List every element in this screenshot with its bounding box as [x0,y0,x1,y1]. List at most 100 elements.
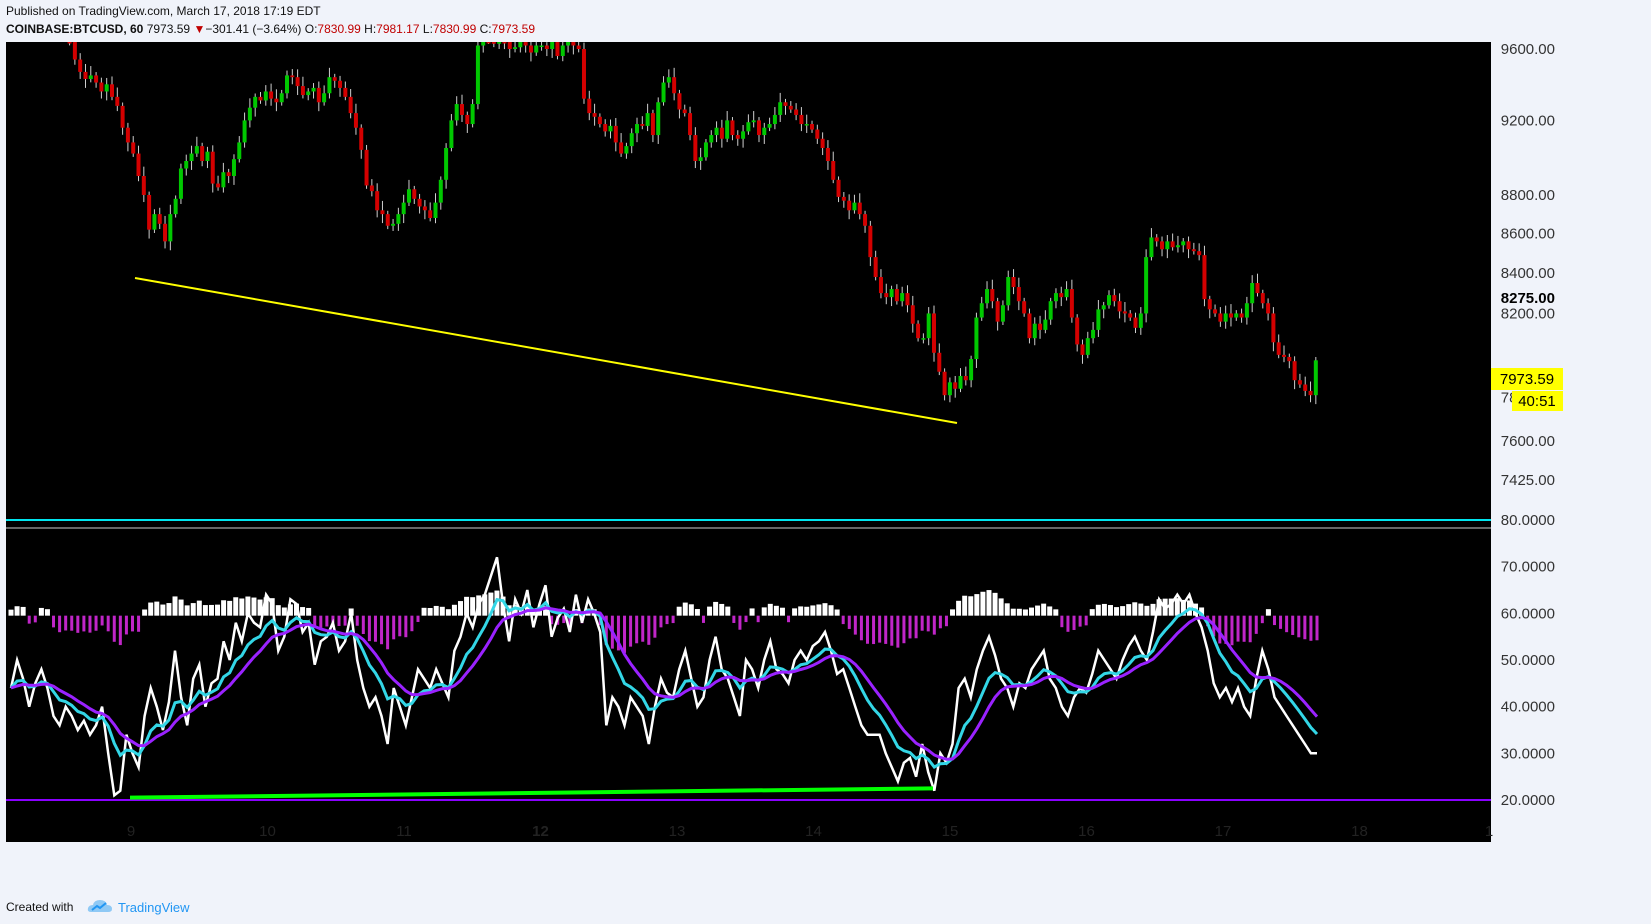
candle-down [894,289,899,302]
histogram-bar-positive [767,603,773,616]
candle-up [168,214,173,242]
histogram-bar-positive [962,595,968,616]
histogram-bar-positive [464,596,470,616]
histogram-bar-positive [1047,606,1053,616]
time-tick-label: 18 [1351,823,1368,840]
histogram-bar-negative [88,615,92,633]
histogram-bar-positive [822,603,828,616]
histogram-bar-positive [1138,603,1144,616]
candle-down [825,147,830,162]
candle-up [656,102,661,136]
candle-down [110,84,115,97]
candle-down [332,77,337,81]
candle-up [497,42,502,44]
tradingview-cloud-icon[interactable] [87,897,113,915]
candle-up [263,91,268,101]
candle-down [815,129,820,139]
candle-down [131,142,136,154]
candle-down [274,98,279,103]
histogram-bar-negative [1242,615,1246,642]
histogram-bar-negative [1078,615,1082,627]
oscillator-trendline[interactable] [129,786,934,800]
candle-up [550,42,555,49]
histogram-bar-positive [1029,607,1035,616]
price-tick-label: 7425.00 [1501,472,1555,489]
time-tick-label: 12 [532,823,549,840]
candle-down [953,382,958,389]
candle-up [889,289,894,298]
histogram-bar-negative [1309,615,1313,641]
candle-up [1144,257,1149,314]
candle-up [539,45,544,48]
candle-down [375,191,380,211]
histogram-bar-positive [956,600,962,616]
candle-down [1069,289,1074,318]
candlestick-series [67,42,1318,405]
candle-down [78,59,83,72]
histogram-bar-positive [1022,609,1028,616]
candle-down [587,98,592,114]
histogram-bar-negative [1084,615,1088,626]
candle-down [613,125,618,143]
histogram-bar-negative [416,615,420,622]
candle-down [682,109,687,114]
candle-down [1213,309,1218,314]
symbol-label[interactable]: COINBASE:BTCUSD, 60 [6,22,144,36]
candle-down [528,45,533,53]
histogram-bar-positive [798,606,804,616]
oscillator-fast-line [9,556,1317,798]
oscillator-tick-label: 60.0000 [1501,605,1555,622]
candle-down [863,214,868,226]
histogram-bar-negative [380,615,384,645]
histogram-bar-negative [361,615,365,634]
price-tick-label: 9200.00 [1501,112,1555,129]
histogram-bar-positive [986,590,992,616]
histogram-bar-negative [744,615,748,623]
candle-up [391,223,396,226]
histogram-bar-positive [1095,604,1101,616]
histogram-bar-positive [208,604,214,616]
histogram-bar-negative [404,615,408,638]
histogram-bar-negative [616,615,620,651]
candle-down [592,113,597,117]
candle-down [831,161,836,180]
candle-down [258,96,263,101]
candle-down [1075,317,1080,345]
time-tick-label: 17 [1215,823,1232,840]
candle-down [115,96,120,106]
histogram-bar-positive [488,592,494,616]
histogram-bar-negative [1230,615,1234,646]
histogram-bar-negative [896,615,900,648]
histogram-bar-negative [118,615,122,646]
created-with-text: Created with [6,900,74,914]
histogram-bar-positive [1004,603,1010,616]
histogram-bar-negative [1218,615,1222,644]
candle-up [974,317,979,360]
oscillator-tick-label: 40.0000 [1501,699,1555,716]
histogram-bar-positive [804,606,810,616]
histogram-bar-negative [872,615,876,645]
histogram-bar-negative [398,615,402,637]
price-trendline[interactable] [134,277,958,424]
histogram-bar-negative [732,615,736,623]
price-tick-label: 9600.00 [1501,41,1555,58]
candle-down [735,135,740,139]
histogram-bar-positive [676,606,682,616]
candle-up [751,120,756,123]
histogram-bar-positive [470,597,476,616]
histogram-bar-positive [1010,608,1016,616]
candle-down [417,198,422,207]
candle-down [963,375,968,381]
candle-down [300,86,305,96]
histogram-bar-negative [641,615,645,642]
candle-up [741,131,746,139]
time-tick-label: 1 [1485,823,1493,840]
high-label: H: [364,22,377,36]
candle-down [1287,356,1292,362]
histogram-bar-positive [834,609,840,616]
histogram-bar-positive [536,608,542,616]
histogram-bar-negative [76,615,80,633]
tradingview-link[interactable]: TradingView [118,900,190,915]
histogram-bar-negative [1303,615,1307,640]
